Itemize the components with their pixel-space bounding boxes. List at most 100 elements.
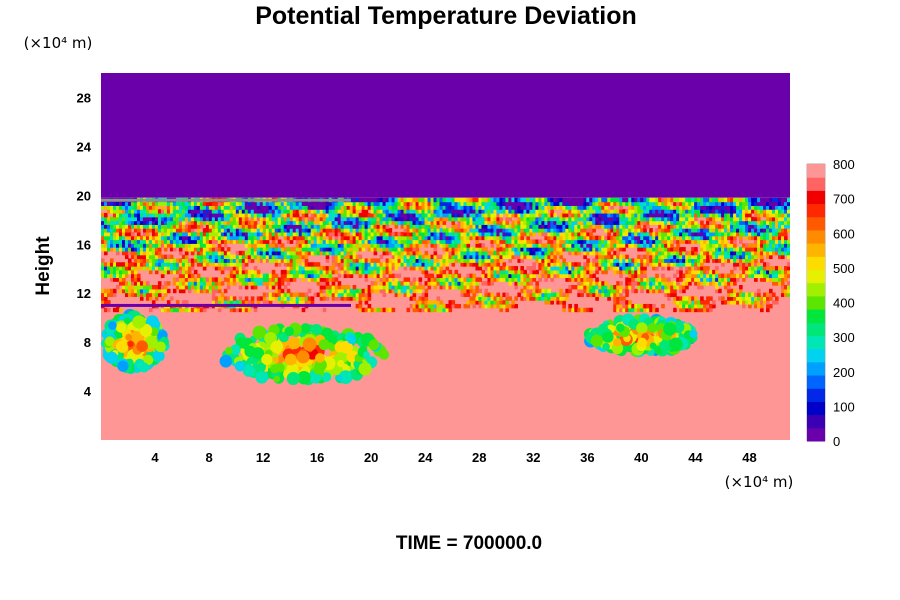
heatmap-cell bbox=[283, 228, 288, 233]
heatmap-cell bbox=[439, 239, 444, 244]
heatmap-cell bbox=[382, 231, 387, 237]
heatmap-cell bbox=[547, 212, 551, 218]
heatmap-cell bbox=[553, 262, 557, 267]
heatmap-cell bbox=[589, 209, 593, 214]
heatmap-cell bbox=[151, 243, 156, 248]
heatmap-cell bbox=[409, 303, 414, 309]
heatmap-cell bbox=[736, 262, 740, 267]
heatmap-cell bbox=[703, 205, 707, 210]
heatmap-cell bbox=[187, 258, 192, 263]
heatmap-cell bbox=[271, 243, 276, 248]
heatmap-cell bbox=[265, 239, 270, 244]
heatmap-cell bbox=[136, 281, 141, 286]
heatmap-cell bbox=[562, 205, 566, 210]
heatmap-cell bbox=[367, 243, 372, 248]
heatmap-cell bbox=[106, 307, 111, 313]
heatmap-cell bbox=[715, 266, 719, 271]
heatmap-cell bbox=[565, 296, 569, 301]
heatmap-cell bbox=[115, 269, 120, 275]
heatmap-cell bbox=[280, 224, 285, 229]
heatmap-cell bbox=[490, 216, 495, 222]
heatmap-cell bbox=[373, 224, 378, 229]
heatmap-cell bbox=[310, 247, 315, 252]
heatmap-cell bbox=[607, 220, 611, 225]
heatmap-cell bbox=[460, 258, 465, 263]
heatmap-cell bbox=[175, 285, 180, 290]
heatmap-cell bbox=[412, 212, 417, 218]
heatmap-cell bbox=[253, 307, 258, 313]
heatmap-cell bbox=[271, 216, 276, 222]
heatmap-cell bbox=[265, 209, 270, 214]
heatmap-cell bbox=[430, 235, 435, 241]
heatmap-cell bbox=[304, 220, 309, 225]
heatmap-cell bbox=[541, 266, 545, 271]
heatmap-cell bbox=[148, 266, 153, 271]
heatmap-cell bbox=[736, 228, 740, 233]
heatmap-cell bbox=[259, 209, 264, 214]
heatmap-cell bbox=[586, 285, 590, 290]
heatmap-cell bbox=[526, 231, 530, 237]
heatmap-cell bbox=[421, 292, 426, 297]
heatmap-cell bbox=[610, 228, 614, 233]
heatmap-cell bbox=[457, 231, 462, 237]
heatmap-cell bbox=[280, 205, 285, 210]
heatmap-cell bbox=[109, 277, 114, 282]
heatmap-cell bbox=[418, 250, 423, 256]
heatmap-cell bbox=[340, 235, 345, 241]
heatmap-cell bbox=[646, 258, 650, 263]
heatmap-cell bbox=[469, 209, 474, 214]
heatmap-cell bbox=[142, 258, 147, 263]
heatmap-cell bbox=[142, 228, 147, 233]
heatmap-cell bbox=[214, 209, 219, 214]
heatmap-cell bbox=[142, 235, 147, 241]
heatmap-cell bbox=[481, 216, 486, 222]
heatmap-cell bbox=[406, 205, 411, 210]
heatmap-cell bbox=[310, 239, 315, 244]
heatmap-cell bbox=[298, 296, 303, 301]
heatmap-cell bbox=[151, 285, 156, 290]
heatmap-cell bbox=[571, 243, 575, 248]
heatmap-cell bbox=[505, 212, 510, 218]
heatmap-cell bbox=[397, 262, 402, 267]
heatmap-cell bbox=[667, 243, 671, 248]
heatmap-cell bbox=[379, 262, 384, 267]
heatmap-cell bbox=[358, 262, 363, 267]
heatmap-cell bbox=[664, 262, 668, 267]
heatmap-cell bbox=[730, 292, 734, 297]
heatmap-cell bbox=[451, 258, 456, 263]
heatmap-cell bbox=[277, 212, 282, 218]
heatmap-cell bbox=[316, 220, 321, 225]
heatmap-cell bbox=[313, 231, 318, 237]
heatmap-cell bbox=[379, 231, 384, 237]
heatmap-cell bbox=[229, 262, 234, 267]
heatmap-cell bbox=[679, 216, 683, 222]
heatmap-cell bbox=[238, 258, 243, 263]
heatmap-cell bbox=[766, 228, 770, 233]
heatmap-cell bbox=[370, 243, 375, 248]
heatmap-cell bbox=[103, 288, 108, 294]
heatmap-cell bbox=[460, 231, 465, 237]
heatmap-cell bbox=[169, 209, 174, 214]
heatmap-cell bbox=[748, 300, 752, 305]
heatmap-cell bbox=[601, 266, 605, 271]
heatmap-cell bbox=[277, 224, 282, 229]
heatmap-cell bbox=[349, 205, 354, 210]
heatmap-cell bbox=[355, 231, 360, 237]
heatmap-cell bbox=[451, 231, 456, 237]
heatmap-cell bbox=[109, 266, 114, 271]
heatmap-cell bbox=[640, 205, 644, 210]
heatmap-cell bbox=[295, 212, 300, 218]
heatmap-cell bbox=[526, 209, 530, 214]
heatmap-cell bbox=[409, 243, 414, 248]
heatmap-cell bbox=[178, 205, 183, 210]
heatmap-cell bbox=[718, 273, 722, 279]
heatmap-cell bbox=[241, 266, 246, 271]
heatmap-cell bbox=[229, 277, 234, 282]
heatmap-cell bbox=[565, 266, 569, 271]
heatmap-cell bbox=[712, 205, 716, 210]
heatmap-cell bbox=[547, 220, 551, 225]
heatmap-cell bbox=[784, 235, 788, 241]
heatmap-cell bbox=[595, 258, 599, 263]
heatmap-cell bbox=[409, 205, 414, 210]
heatmap-cell bbox=[667, 250, 671, 256]
